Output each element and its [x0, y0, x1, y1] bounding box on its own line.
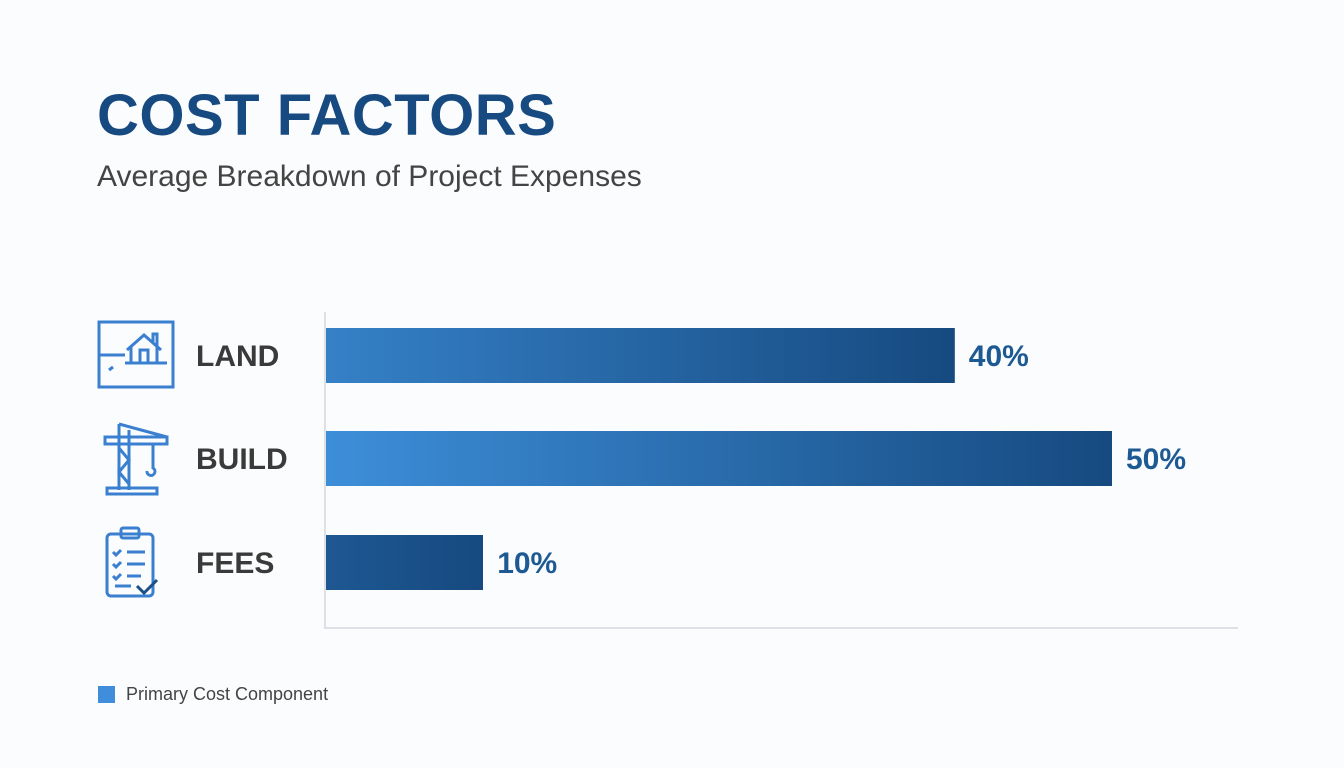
legend-swatch [98, 686, 115, 703]
crane-icon [103, 422, 169, 496]
chart-subtitle: Average Breakdown of Project Expenses [97, 160, 642, 193]
value-label-build: 50% [1126, 443, 1187, 476]
category-label-land: LAND [196, 340, 280, 373]
value-label-fees: 10% [497, 547, 558, 580]
y-axis-line [324, 312, 326, 629]
clipboard-checklist-icon [105, 526, 159, 598]
category-label-build: BUILD [196, 443, 288, 476]
chart-title: COST FACTORS [97, 83, 557, 148]
category-label-fees: FEES [196, 547, 275, 580]
bar-build [326, 431, 1112, 486]
x-axis-line [324, 627, 1238, 629]
value-label-land: 40% [968, 340, 1029, 373]
bar-land [326, 328, 955, 383]
legend-label: Primary Cost Component [126, 684, 329, 704]
bar-fees [326, 535, 484, 590]
land-house-icon [97, 320, 175, 389]
